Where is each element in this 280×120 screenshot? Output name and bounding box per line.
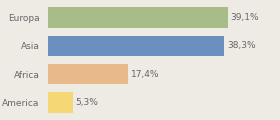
Text: 38,3%: 38,3% [227, 41, 256, 50]
Bar [48, 64, 128, 84]
Text: 17,4%: 17,4% [131, 70, 160, 79]
Text: 5,3%: 5,3% [76, 98, 99, 107]
Bar [48, 36, 224, 56]
Text: 39,1%: 39,1% [231, 13, 259, 22]
Bar [48, 92, 73, 113]
Bar [48, 7, 228, 28]
